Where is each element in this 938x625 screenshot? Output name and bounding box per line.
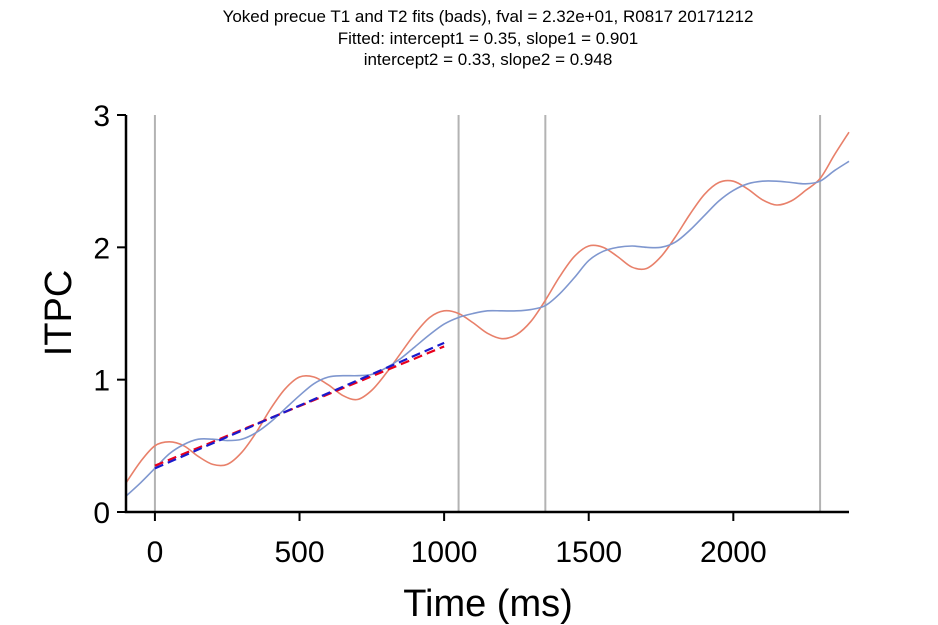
y-tick-label: 1 [93, 365, 110, 398]
x-ticks: 0 500 1000 1500 2000 [147, 512, 767, 569]
x-tick-label: 2000 [700, 536, 767, 569]
x-tick-label: 1000 [411, 536, 478, 569]
x-axis-label: Time (ms) [403, 583, 573, 625]
y-ticks: 0 1 2 3 [93, 100, 126, 530]
series-line-3 [154, 341, 445, 470]
y-tick-label: 0 [93, 497, 110, 530]
event-lines [153, 115, 822, 512]
y-tick-label: 3 [93, 100, 110, 133]
series-line-0 [125, 131, 850, 484]
series-layer [125, 131, 850, 497]
series-line-1 [125, 160, 850, 497]
x-tick-label: 0 [147, 536, 164, 569]
y-tick-label: 2 [93, 232, 110, 265]
x-tick-label: 1500 [555, 536, 622, 569]
chart-title-line-3: intercept2 = 0.33, slope2 = 0.948 [363, 50, 613, 69]
x-tick-label: 500 [274, 536, 324, 569]
chart-title-line-2: Fitted: intercept1 = 0.35, slope1 = 0.90… [337, 28, 639, 48]
chart-title-line-1: Yoked precue T1 and T2 fits (bads), fval… [222, 7, 754, 26]
chart-title: Yoked precue T1 and T2 fits (bads), fval… [0, 6, 938, 71]
y-axis-label: ITPC [38, 270, 80, 357]
